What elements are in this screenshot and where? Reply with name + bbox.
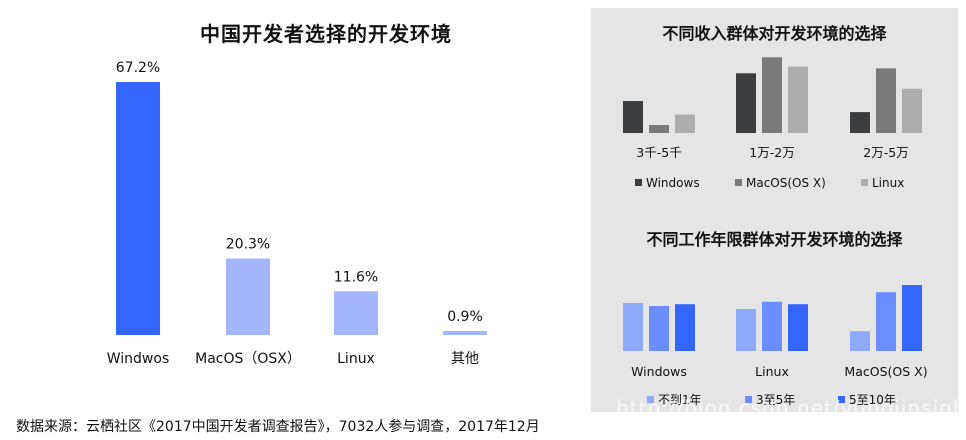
bar-value-label-3: 0.9%	[447, 309, 483, 325]
category-label-0: Windwos	[107, 351, 170, 367]
main-bar-chart: 67.2% Windwos 20.3% MacOS（OSX） 11.6% Linux 0.9…	[107, 60, 487, 367]
mini2-legend-label-1: 3至5年	[756, 393, 795, 407]
bar-value-label-2: 11.6%	[334, 269, 378, 285]
mini2-bar-2-1	[876, 292, 896, 351]
mini1-bar-0-0	[623, 101, 643, 133]
mini2-bar-0-0	[623, 303, 643, 351]
mini2-category-0: Windows	[631, 364, 687, 379]
mini2-bar-1-1	[762, 301, 782, 351]
mini2-category-1: Linux	[755, 364, 789, 379]
mini2-legend-swatch-0	[647, 396, 654, 403]
mini2-bar-2-0	[850, 331, 870, 351]
mini2-bar-2-2	[902, 285, 922, 351]
watermark: http://blog.csdn.net/yunqiinsight	[616, 396, 966, 420]
bar-2	[334, 291, 378, 335]
mini2-bar-1-2	[788, 304, 808, 351]
mini1-bar-0-1	[649, 125, 669, 133]
bar-0	[116, 82, 160, 335]
mini1-bar-1-1	[762, 57, 782, 133]
mini2-bar-0-2	[675, 304, 695, 351]
mini1-bar-2-0	[850, 112, 870, 133]
mini1-bar-0-2	[675, 114, 695, 133]
bar-3	[443, 331, 487, 335]
mini1-category-0: 3千-5千	[636, 145, 681, 160]
mini1-legend-label-1: MacOS(OS X)	[746, 176, 826, 190]
mini1-bar-1-2	[788, 66, 808, 133]
income-bar-chart: 3千-5千 1万-2万 2万-5万 Windows MacOS(OS X) Linux	[623, 57, 922, 190]
main-chart-title: 中国开发者选择的开发环境	[200, 22, 452, 46]
mini1-bar-2-1	[876, 68, 896, 133]
mini1-legend-label-0: Windows	[646, 176, 700, 190]
data-source-note: 数据来源：云栖社区《2017中国开发者调查报告》，7032人参与调查，2017年…	[16, 419, 540, 435]
category-label-3: 其他	[451, 351, 479, 367]
mini2-legend-label-2: 5至10年	[849, 393, 896, 407]
mini1-legend-label-2: Linux	[872, 176, 904, 190]
experience-chart-title: 不同工作年限群体对开发环境的选择	[646, 230, 903, 249]
category-label-1: MacOS（OSX）	[195, 351, 301, 367]
mini1-category-2: 2万-5万	[863, 145, 908, 160]
mini1-bar-2-2	[902, 88, 922, 133]
mini2-legend-swatch-1	[745, 396, 752, 403]
experience-bar-chart: Windows Linux MacOS(OS X) 不到1年 3至5年 5至10年	[623, 285, 928, 407]
bar-1	[226, 258, 270, 335]
mini2-category-2: MacOS(OS X)	[844, 364, 927, 379]
income-chart-title: 不同收入群体对开发环境的选择	[662, 24, 887, 43]
mini1-bar-1-0	[736, 73, 756, 133]
bar-value-label-0: 67.2%	[116, 60, 160, 76]
mini2-legend-swatch-2	[838, 396, 845, 403]
bar-value-label-1: 20.3%	[226, 237, 270, 253]
mini1-legend-swatch-0	[635, 179, 642, 186]
mini2-bar-1-0	[736, 309, 756, 351]
mini2-bar-0-1	[649, 306, 669, 351]
category-label-2: Linux	[337, 351, 375, 367]
mini1-category-1: 1万-2万	[749, 145, 794, 160]
side-panel: 不同收入群体对开发环境的选择 3千-5千 1万-2万 2万-5万 Windows Mac…	[591, 8, 958, 412]
mini2-legend-label-0: 不到1年	[658, 393, 702, 407]
mini1-legend-swatch-1	[735, 179, 742, 186]
mini1-legend-swatch-2	[861, 179, 868, 186]
